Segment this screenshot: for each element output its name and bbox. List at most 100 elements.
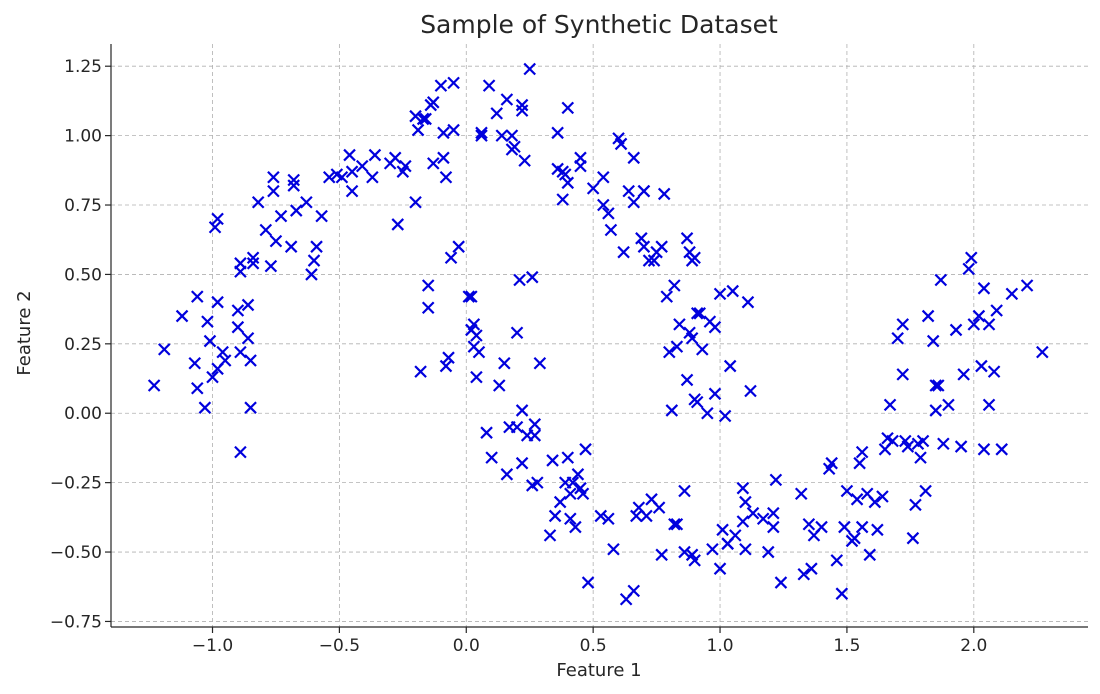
data-point [680, 373, 694, 387]
data-point [921, 309, 935, 323]
data-point [617, 245, 630, 259]
data-point [602, 512, 615, 526]
data-point [838, 520, 851, 534]
data-point [987, 365, 1001, 378]
data-point [246, 257, 260, 270]
data-point [444, 251, 458, 265]
data-point [995, 443, 1008, 456]
data-point [876, 490, 889, 503]
data-point [906, 531, 920, 545]
data-point [825, 456, 838, 470]
data-point [685, 331, 699, 345]
data-point [919, 484, 932, 498]
data-point [427, 157, 440, 170]
data-point [886, 434, 899, 448]
data-point [500, 468, 514, 481]
data-point [523, 62, 536, 76]
data-point [728, 529, 742, 542]
data-point [287, 173, 300, 187]
data-point [640, 509, 653, 523]
data-point [241, 298, 255, 312]
data-point [284, 240, 298, 253]
data-point [637, 240, 651, 253]
data-point [597, 198, 610, 212]
data-point [414, 365, 427, 378]
data-point [315, 209, 328, 223]
data-point [972, 309, 986, 323]
data-point [569, 520, 582, 534]
data-point [635, 232, 648, 245]
y-axis-label: Feature 2 [14, 290, 35, 375]
data-point [670, 340, 684, 353]
y-tick-label: 0.50 [64, 265, 102, 285]
chart-title: Sample of Synthetic Dataset [420, 10, 778, 39]
data-point [713, 562, 727, 575]
y-tick-label: 0.25 [64, 335, 102, 355]
data-point [855, 445, 869, 459]
data-point [191, 290, 204, 303]
data-point [391, 218, 405, 231]
data-point [767, 506, 780, 520]
data-point [914, 451, 927, 464]
data-point [188, 356, 202, 370]
data-point [175, 309, 189, 323]
data-point [437, 126, 450, 140]
data-point [505, 129, 519, 142]
data-point [744, 384, 757, 398]
data-point [896, 318, 910, 331]
data-point [962, 262, 976, 276]
data-point [447, 76, 460, 90]
data-point [234, 445, 247, 459]
data-point [419, 112, 432, 126]
data-point [805, 562, 818, 575]
data-point [926, 334, 940, 348]
data-point [967, 318, 981, 331]
data-point [901, 440, 915, 453]
data-point [437, 151, 450, 165]
data-point [576, 487, 590, 501]
x-tick-label: 1.0 [707, 636, 734, 656]
data-point [614, 137, 628, 151]
data-point [475, 129, 488, 142]
data-point [977, 282, 991, 295]
data-point [525, 270, 539, 284]
data-point [274, 209, 288, 223]
data-point [561, 101, 575, 115]
data-point [543, 529, 557, 542]
data-point [556, 193, 569, 206]
data-point [802, 518, 816, 531]
data-point [421, 279, 435, 292]
data-point [267, 170, 280, 184]
data-point [949, 323, 963, 337]
data-point [660, 290, 674, 303]
data-point [409, 109, 422, 123]
data-point [954, 440, 968, 453]
data-point [630, 509, 643, 523]
data-point [447, 123, 460, 137]
data-point [627, 195, 641, 209]
data-point [216, 345, 229, 359]
data-point [147, 379, 161, 392]
data-point [211, 212, 224, 226]
data-point [586, 182, 600, 195]
data-point [345, 184, 359, 198]
data-point [355, 159, 369, 173]
data-point [264, 259, 278, 273]
data-point [531, 476, 544, 489]
data-point [203, 334, 217, 348]
data-point [607, 542, 620, 556]
data-point [853, 456, 866, 470]
data-point [706, 542, 719, 556]
data-point [934, 273, 948, 287]
data-point [244, 401, 257, 414]
data-point [208, 220, 222, 234]
y-tick-label: 0.75 [64, 196, 102, 216]
data-point [322, 170, 336, 184]
data-point [231, 320, 245, 334]
y-tick-label: 1.25 [64, 57, 102, 77]
data-point [234, 257, 247, 270]
x-tick-label: −1.0 [192, 636, 233, 656]
data-point [579, 443, 592, 456]
y-tick-label: −0.50 [50, 543, 102, 563]
